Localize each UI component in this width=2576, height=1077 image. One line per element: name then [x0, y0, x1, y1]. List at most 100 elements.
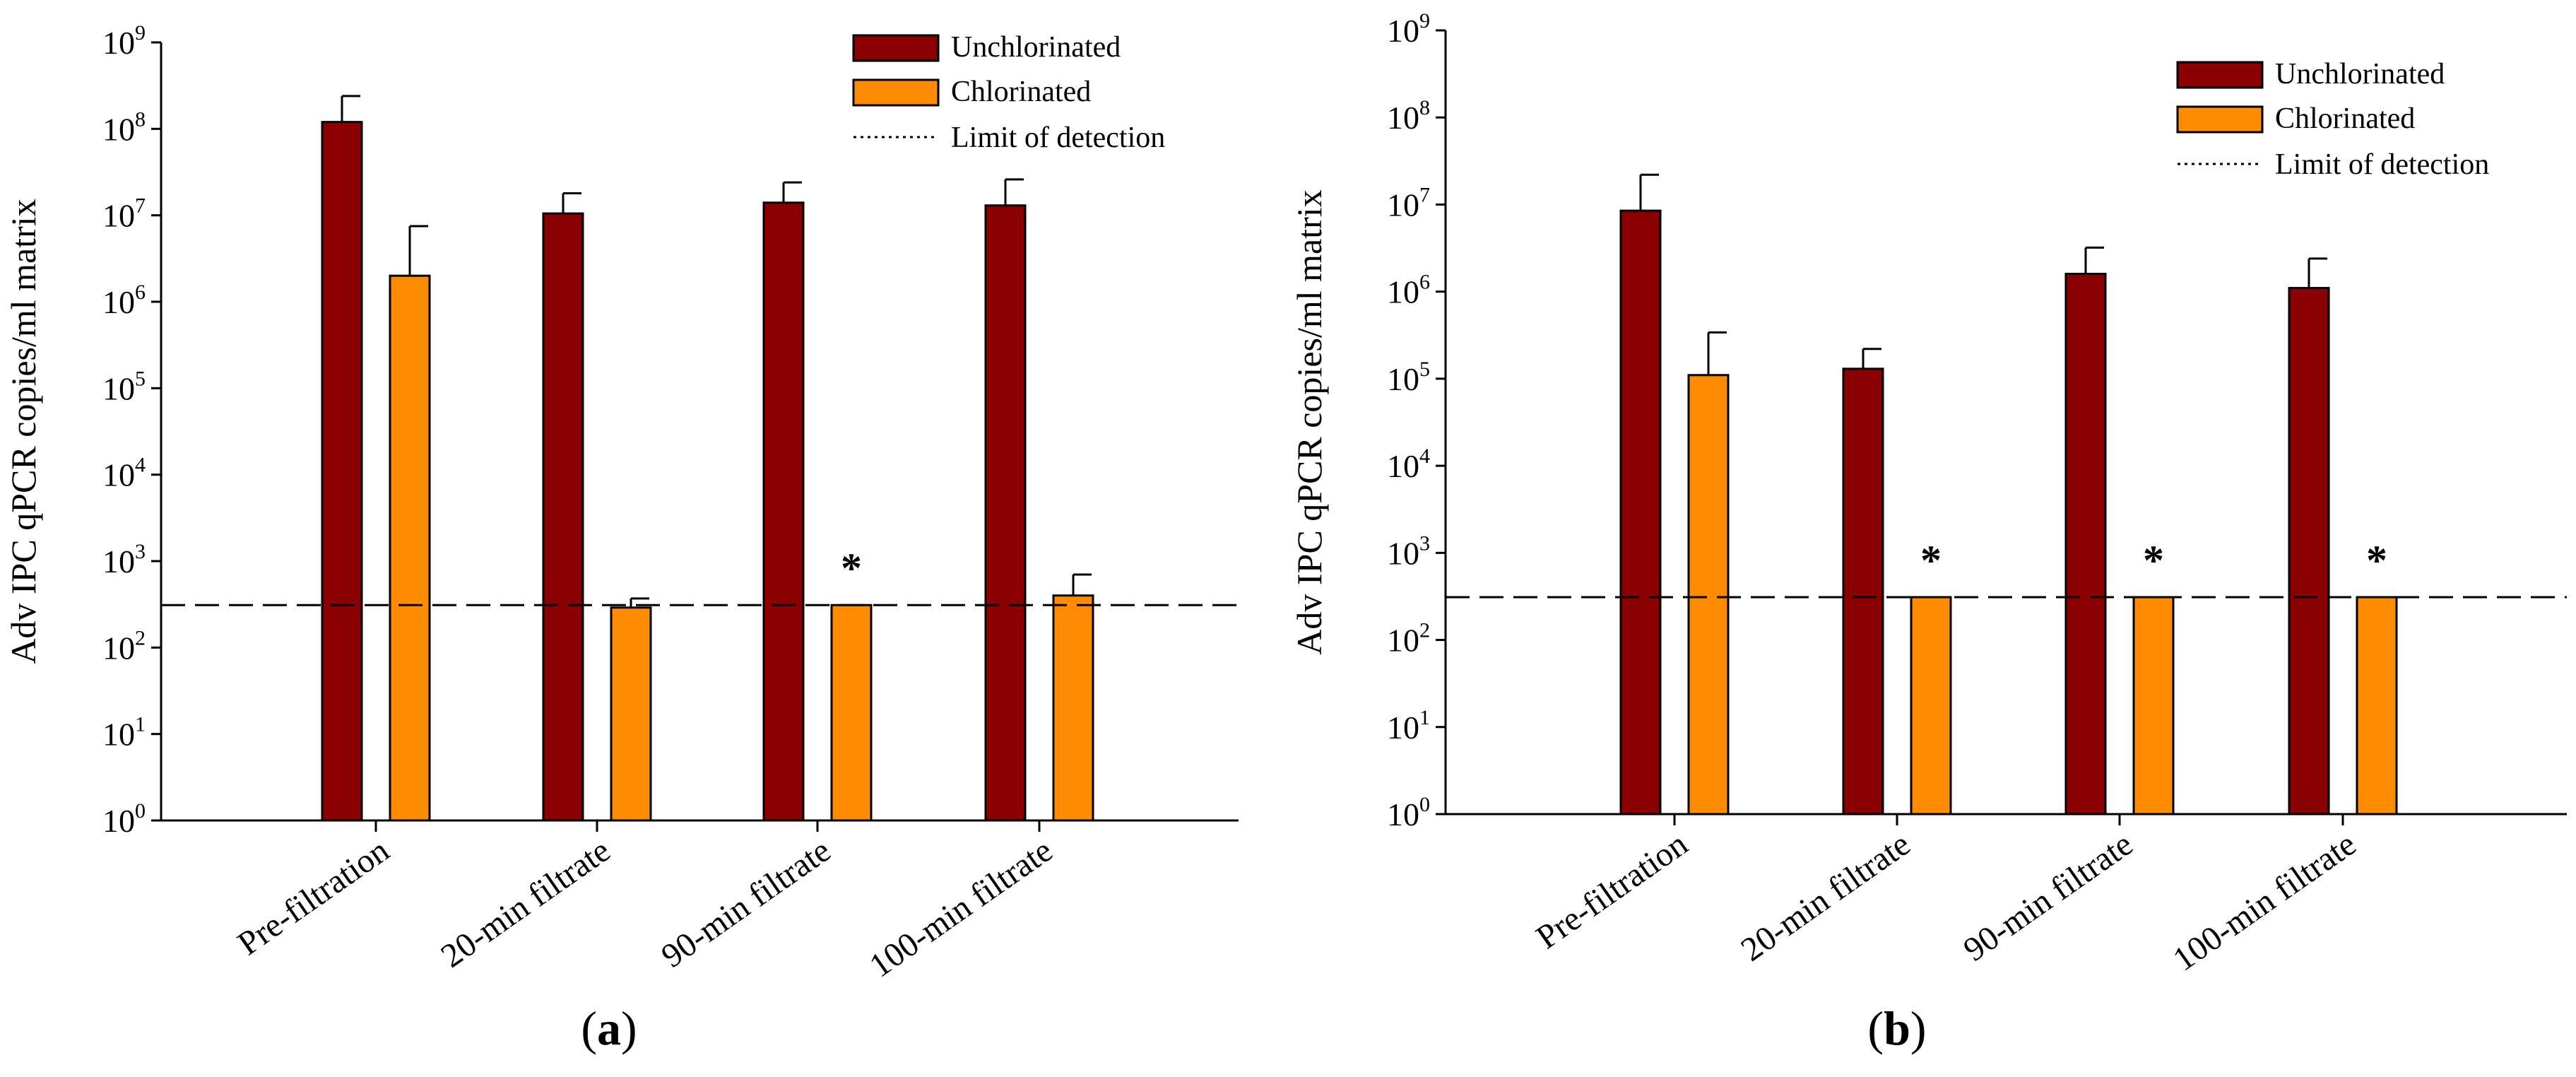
- y-tick-label: 104: [102, 454, 146, 493]
- y-tick-base: 10: [1387, 13, 1419, 49]
- y-tick-base: 10: [1387, 187, 1419, 223]
- y-tick-exponent: 6: [135, 281, 146, 304]
- y-tick-base: 10: [1387, 448, 1419, 484]
- bar-chlorinated-3: [830, 604, 873, 822]
- panel-label-open: (: [581, 1001, 597, 1055]
- y-tick-label: 101: [1387, 706, 1430, 746]
- y-tick-label: 106: [102, 281, 146, 320]
- y-tick-base: 10: [102, 630, 135, 666]
- y-tick-exponent: 5: [1419, 358, 1430, 381]
- y-tick-label: 106: [1387, 271, 1430, 310]
- y-tick-exponent: 8: [1419, 96, 1430, 119]
- y-tick-base: 10: [102, 717, 135, 753]
- y-tick-base: 10: [1387, 796, 1419, 832]
- x-tick-label: Pre-filtration: [231, 832, 396, 963]
- y-tick-label: 103: [102, 540, 146, 579]
- y-tick-label: 102: [102, 626, 146, 666]
- panel-label-close: ): [621, 1001, 637, 1055]
- y-tick-base: 10: [102, 111, 135, 147]
- y-axis-title: Adv IPC qPCR copies/ml matrix: [4, 199, 43, 664]
- y-tick-base: 10: [1387, 535, 1419, 571]
- y-tick-base: 10: [1387, 361, 1419, 397]
- y-tick-base: 10: [102, 198, 135, 234]
- bar-unchlorinated-4: [984, 204, 1027, 822]
- y-tick-label: 100: [1387, 793, 1430, 832]
- bar-unchlorinated-1: [1619, 209, 1662, 816]
- y-tick-label: 109: [1387, 9, 1430, 49]
- y-tick-exponent: 2: [135, 626, 146, 649]
- y-tick-label: 104: [1387, 445, 1430, 484]
- legend-label: Unchlorinated: [2275, 58, 2445, 90]
- y-tick-exponent: 0: [1419, 793, 1430, 816]
- y-tick-base: 10: [102, 370, 135, 406]
- y-tick-exponent: 8: [135, 107, 146, 131]
- x-tick-label: 20-min filtrate: [435, 832, 618, 975]
- y-tick-base: 10: [1387, 100, 1419, 136]
- y-tick-exponent: 2: [1419, 619, 1430, 642]
- y-tick-base: 10: [1387, 710, 1419, 746]
- y-tick-label: 109: [102, 21, 146, 61]
- y-tick-label: 105: [1387, 358, 1430, 397]
- legend-label: Limit of detection: [951, 122, 1165, 154]
- bar-chlorinated-1: [1687, 374, 1730, 816]
- y-tick-base: 10: [102, 457, 135, 493]
- y-tick-base: 10: [102, 803, 135, 839]
- y-tick-exponent: 9: [1419, 9, 1430, 33]
- bar-unchlorinated-2: [1842, 367, 1884, 816]
- panel-label: (b): [1867, 1001, 1926, 1055]
- legend-swatch: [2176, 61, 2264, 89]
- y-tick-exponent: 3: [1419, 531, 1430, 555]
- y-tick-exponent: 7: [135, 194, 146, 218]
- y-tick-exponent: 4: [135, 454, 146, 477]
- legend-label: Unchlorinated: [951, 31, 1121, 64]
- legend-swatch: [2176, 105, 2264, 134]
- legend: Unchlorinated Chlorinated Limit of detecti…: [852, 31, 1165, 154]
- y-tick-exponent: 4: [1419, 445, 1430, 468]
- y-tick-base: 10: [1387, 274, 1419, 310]
- legend-label: Chlorinated: [951, 76, 1091, 108]
- y-tick-label: 103: [1387, 531, 1430, 571]
- y-tick-exponent: 9: [135, 21, 146, 45]
- x-tick-label: 100-min filtrate: [863, 832, 1059, 985]
- bar-chlorinated-2: [1910, 596, 1952, 816]
- bar-chlorinated-2: [610, 606, 652, 822]
- significance-marker: *: [841, 545, 862, 592]
- panel-label-letter: a: [597, 1001, 621, 1055]
- y-tick-base: 10: [102, 284, 135, 320]
- legend-label: Limit of detection: [2275, 148, 2489, 181]
- y-tick-label: 108: [1387, 96, 1430, 136]
- x-tick-label: 90-min filtrate: [655, 832, 838, 975]
- bar-unchlorinated-1: [321, 121, 363, 822]
- y-tick-label: 105: [102, 367, 146, 406]
- y-tick-exponent: 1: [135, 713, 146, 736]
- legend: Unchlorinated Chlorinated Limit of detecti…: [2176, 58, 2489, 181]
- panel-label-open: (: [1867, 1001, 1884, 1055]
- y-tick-exponent: 7: [1419, 183, 1430, 206]
- legend-swatch: [852, 78, 940, 107]
- y-tick-label: 107: [102, 194, 146, 234]
- x-tick-label: Pre-filtration: [1530, 825, 1694, 957]
- y-tick-exponent: 1: [1419, 706, 1430, 729]
- bar-unchlorinated-2: [542, 212, 584, 822]
- x-tick-label: 100-min filtrate: [2166, 825, 2363, 979]
- legend-label: Chlorinated: [2275, 102, 2415, 135]
- y-tick-label: 107: [1387, 183, 1430, 223]
- y-tick-exponent: 3: [135, 540, 146, 563]
- bar-chlorinated-4: [2356, 596, 2398, 816]
- panel-label-close: ): [1910, 1001, 1927, 1055]
- y-tick-base: 10: [1387, 623, 1419, 659]
- bar-unchlorinated-4: [2288, 287, 2330, 816]
- y-tick-exponent: 5: [135, 367, 146, 390]
- y-tick-base: 10: [102, 543, 135, 579]
- bar-chlorinated-3: [2132, 596, 2175, 816]
- panel-label-letter: b: [1884, 1001, 1910, 1055]
- significance-marker: *: [2143, 537, 2164, 584]
- y-tick-base: 10: [102, 25, 135, 61]
- y-tick-label: 101: [102, 713, 146, 753]
- legend-swatch: [852, 34, 940, 62]
- x-tick-label: 90-min filtrate: [1957, 825, 2140, 969]
- bar-unchlorinated-3: [2064, 273, 2107, 816]
